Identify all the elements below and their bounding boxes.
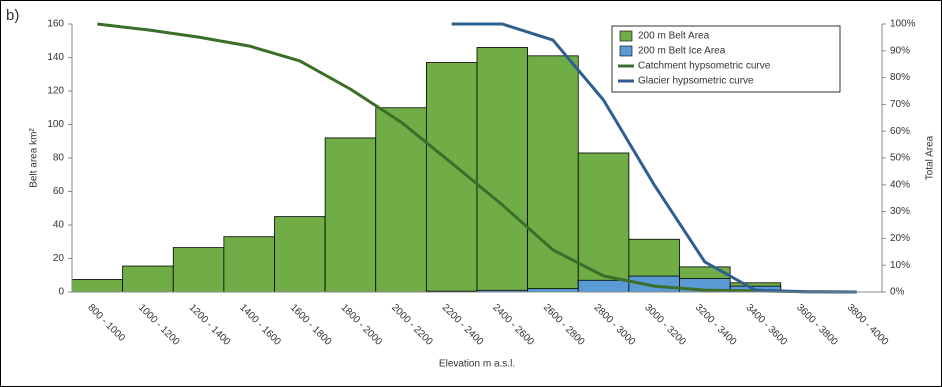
y2-tick-label: 70% — [890, 99, 910, 110]
bar — [375, 107, 427, 293]
legend-label: Glacier hypsometric curve — [638, 76, 754, 87]
bar — [274, 216, 326, 293]
y-tick-label: 100 — [47, 119, 64, 130]
y2-tick-label: 30% — [890, 206, 910, 217]
x-axis-label: Elevation m a.s.l. — [439, 359, 515, 370]
y-tick-label: 40 — [53, 220, 65, 231]
bar — [527, 288, 579, 293]
y-tick-label: 0 — [58, 287, 64, 298]
y2-tick-label: 100% — [890, 19, 916, 30]
bar — [476, 47, 529, 293]
y2-tick-label: 50% — [890, 153, 910, 164]
bar — [527, 55, 579, 293]
legend-label: 200 m Belt Ice Area — [638, 46, 726, 57]
legend-box — [611, 25, 841, 93]
y-tick-label: 60 — [53, 186, 65, 197]
panel-label: b) — [6, 7, 19, 24]
legend-swatch — [619, 30, 633, 42]
y2-tick-label: 90% — [890, 45, 910, 56]
y-tick-label: 20 — [53, 253, 65, 264]
bar — [577, 279, 630, 293]
bar — [172, 247, 225, 293]
y-tick-label: 80 — [53, 153, 65, 164]
y2-axis-label: Total Area — [925, 135, 936, 180]
bar — [577, 152, 630, 293]
y2-tick-label: 0% — [890, 287, 905, 298]
bar — [324, 137, 377, 293]
line — [451, 22, 857, 294]
y-axis-label: Belt area km² — [29, 128, 40, 188]
y2-tick-label: 80% — [890, 72, 910, 83]
y-tick-label: 160 — [47, 19, 64, 30]
legend-swatch — [619, 45, 633, 57]
legend-label: 200 m Belt Area — [638, 31, 710, 42]
legend: 200 m Belt Area 200 m Belt Ice Area Catchm… — [611, 25, 841, 93]
y-tick-label: 120 — [47, 86, 64, 97]
line — [97, 22, 857, 294]
y2-tick-label: 40% — [890, 179, 910, 190]
legend-label: Catchment hypsometric curve — [638, 61, 771, 72]
y2-tick-label: 10% — [890, 260, 910, 271]
bar — [71, 279, 124, 293]
y2-tick-label: 20% — [890, 233, 910, 244]
y2-tick-label: 60% — [890, 126, 910, 137]
bar — [223, 236, 275, 293]
bar — [122, 265, 174, 293]
y-tick-label: 140 — [47, 52, 64, 63]
